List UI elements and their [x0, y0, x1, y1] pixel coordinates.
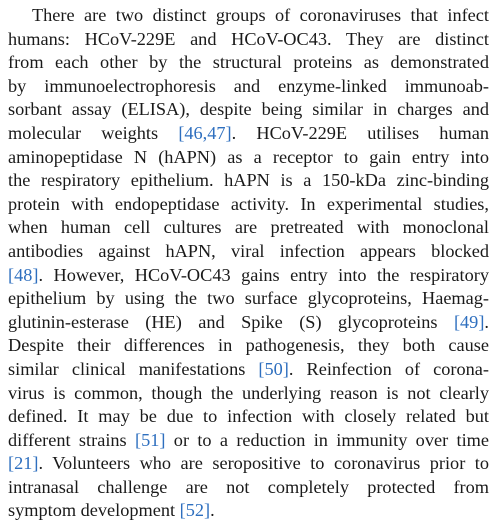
text-line: from each other by the structural protei…	[8, 51, 489, 75]
text-line: different strains [51] or to a reduction…	[8, 429, 489, 453]
citation-link[interactable]: [46,47]	[178, 122, 232, 143]
citation-link[interactable]: [50]	[258, 358, 289, 379]
text-line: protein with endopeptidase activity. In …	[8, 193, 489, 217]
text-line: virus is common, though the underlying r…	[8, 382, 489, 406]
text-line: [21]. Volunteers who are seropositive to…	[8, 452, 489, 476]
text-segment: .	[210, 500, 215, 521]
text-segment: the respiratory epithelium. hAPN is a 15…	[8, 170, 489, 191]
text-segment: There are two distinct groups of coronav…	[32, 5, 489, 25]
text-line: by immunoelectrophoresis and enzyme-link…	[8, 75, 489, 99]
text-line: sorbant assay (ELISA), despite being sim…	[8, 98, 489, 122]
text-segment: .	[484, 311, 489, 332]
text-segment: antibodies against hAPN, viral infection…	[8, 240, 489, 261]
text-segment: epithelium by using the two surface glyc…	[8, 288, 489, 309]
text-line: defined. It may be due to infection with…	[8, 405, 489, 429]
text-segment: aminopeptidase N (hAPN) as a receptor to…	[8, 146, 489, 167]
text-line: epithelium by using the two surface glyc…	[8, 287, 489, 311]
citation-link[interactable]: [52]	[179, 500, 211, 521]
text-segment: . However, HCoV-OC43 gains entry into th…	[38, 264, 489, 285]
text-segment: molecular weights	[8, 122, 179, 143]
text-segment: glutinin-esterase (HE) and Spike (S) gly…	[8, 311, 454, 332]
text-segment: by immunoelectrophoresis and enzyme-link…	[8, 75, 489, 96]
text-line: [48]. However, HCoV-OC43 gains entry int…	[8, 264, 489, 288]
text-segment: or to a reduction in immunity over time	[165, 429, 489, 450]
text-line: humans: HCoV-229E and HCoV-OC43. They ar…	[8, 28, 489, 52]
text-line: Despite their differences in pathogenesi…	[8, 334, 489, 358]
text-segment: similar clinical manifestations	[8, 358, 259, 379]
text-line: antibodies against hAPN, viral infection…	[8, 240, 489, 264]
citation-link[interactable]: [48]	[8, 264, 39, 285]
text-segment: virus is common, though the underlying r…	[8, 382, 489, 403]
text-line: the respiratory epithelium. hAPN is a 15…	[8, 169, 489, 193]
text-line: symptom development [52].	[8, 499, 489, 523]
text-line: There are two distinct groups of coronav…	[8, 4, 489, 28]
text-segment: intranasal challenge are not completely …	[8, 476, 489, 497]
text-segment: protein with endopeptidase activity. In …	[8, 193, 489, 214]
text-line: aminopeptidase N (hAPN) as a receptor to…	[8, 146, 489, 170]
text-segment: humans: HCoV-229E and HCoV-OC43. They ar…	[8, 28, 489, 49]
text-segment: . Volunteers who are seropositive to cor…	[38, 453, 489, 474]
citation-link[interactable]: [21]	[8, 453, 39, 474]
text-segment: different strains	[8, 429, 135, 450]
text-segment: symptom development	[8, 500, 180, 521]
text-line: intranasal challenge are not completely …	[8, 476, 489, 500]
citation-link[interactable]: [51]	[135, 429, 166, 450]
text-segment: sorbant assay (ELISA), despite being sim…	[8, 99, 489, 120]
text-segment: Despite their differences in pathogenesi…	[8, 335, 489, 356]
body-paragraph: There are two distinct groups of coronav…	[8, 4, 489, 523]
text-line: glutinin-esterase (HE) and Spike (S) gly…	[8, 311, 489, 335]
text-line: similar clinical manifestations [50]. Re…	[8, 358, 489, 382]
text-segment: . Reinfection of corona-	[288, 358, 489, 379]
text-line: when human cell cultures are pretreated …	[8, 216, 489, 240]
text-segment: defined. It may be due to infection with…	[8, 406, 489, 427]
text-segment: . HCoV-229E utilises human	[231, 122, 489, 143]
text-segment: from each other by the structural protei…	[8, 52, 489, 73]
text-line: molecular weights [46,47]. HCoV-229E uti…	[8, 122, 489, 146]
text-segment: when human cell cultures are pretreated …	[8, 217, 489, 238]
citation-link[interactable]: [49]	[453, 311, 485, 332]
